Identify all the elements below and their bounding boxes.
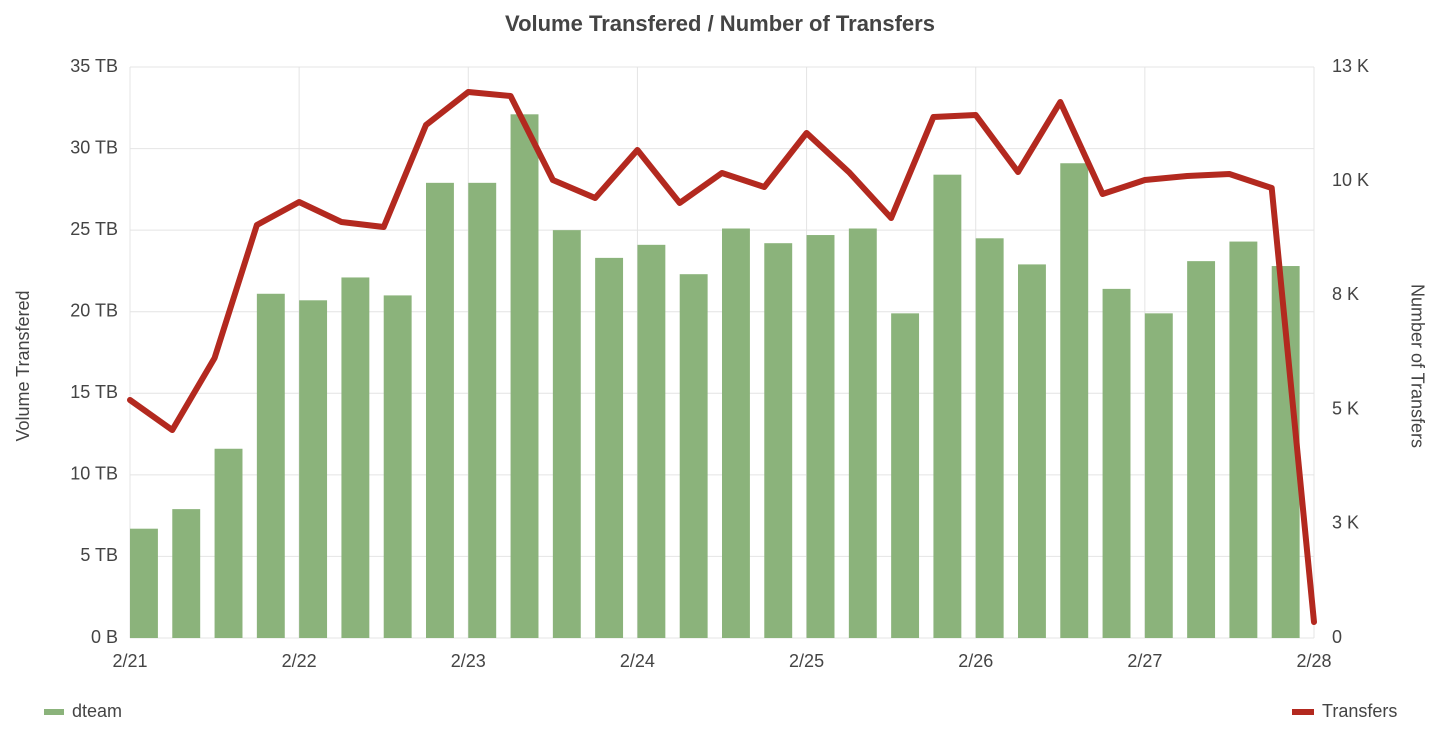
y2-axis-title: Number of Transfers: [1407, 284, 1427, 448]
bar: [214, 448, 243, 638]
bar: [1229, 241, 1258, 638]
bar: [891, 313, 920, 638]
bar: [510, 114, 539, 639]
bar: [764, 243, 793, 639]
y-tick-label: 5 TB: [80, 545, 118, 565]
legend-label: dteam: [72, 701, 122, 721]
bar: [679, 274, 708, 638]
y-tick-label: 25 TB: [70, 219, 118, 239]
bar: [468, 182, 497, 638]
y2-tick-label: 5 K: [1332, 398, 1359, 418]
bar: [848, 228, 877, 639]
y-axis-title: Volume Transfered: [13, 290, 33, 441]
x-tick-label: 2/23: [451, 651, 486, 671]
y-tick-label: 35 TB: [70, 56, 118, 76]
x-tick-label: 2/21: [112, 651, 147, 671]
bar: [595, 257, 624, 638]
chart-title: Volume Transfered / Number of Transfers: [505, 11, 935, 36]
x-tick-label: 2/26: [958, 651, 993, 671]
y2-tick-label: 10 K: [1332, 170, 1369, 190]
y2-tick-label: 0: [1332, 627, 1342, 647]
line: [127, 88, 1317, 626]
y-tick-label: 30 TB: [70, 137, 118, 157]
bar: [1018, 264, 1046, 638]
y2-tick-label: 3 K: [1332, 513, 1359, 533]
y-tick-label: 0 B: [91, 627, 118, 647]
bar: [172, 509, 201, 638]
bar: [1144, 313, 1173, 638]
bar: [806, 235, 835, 638]
bar: [341, 277, 370, 638]
bar: [383, 295, 412, 638]
x-tick-label: 2/24: [620, 651, 655, 671]
bar: [637, 244, 666, 638]
y-tick-label: 10 TB: [70, 464, 118, 484]
bar: [426, 182, 454, 638]
x-tick-label: 2/27: [1127, 651, 1162, 671]
bar: [933, 174, 962, 638]
y2-tick-label: 13 K: [1332, 56, 1369, 76]
bar: [1060, 163, 1089, 639]
x-tick-label: 2/25: [789, 651, 824, 671]
y-tick-label: 15 TB: [70, 382, 118, 402]
bar: [975, 238, 1004, 639]
bar: [1187, 261, 1216, 638]
y2-tick-label: 8 K: [1332, 284, 1359, 304]
bar: [130, 528, 158, 638]
bar: [299, 300, 328, 638]
x-tick-label: 2/22: [282, 651, 317, 671]
bar: [1102, 288, 1131, 638]
bar: [552, 230, 581, 638]
legend-label: Transfers: [1322, 701, 1397, 721]
bar: [722, 228, 750, 639]
y-tick-label: 20 TB: [70, 300, 118, 320]
x-tick-label: 2/28: [1296, 651, 1331, 671]
bar: [256, 293, 285, 638]
